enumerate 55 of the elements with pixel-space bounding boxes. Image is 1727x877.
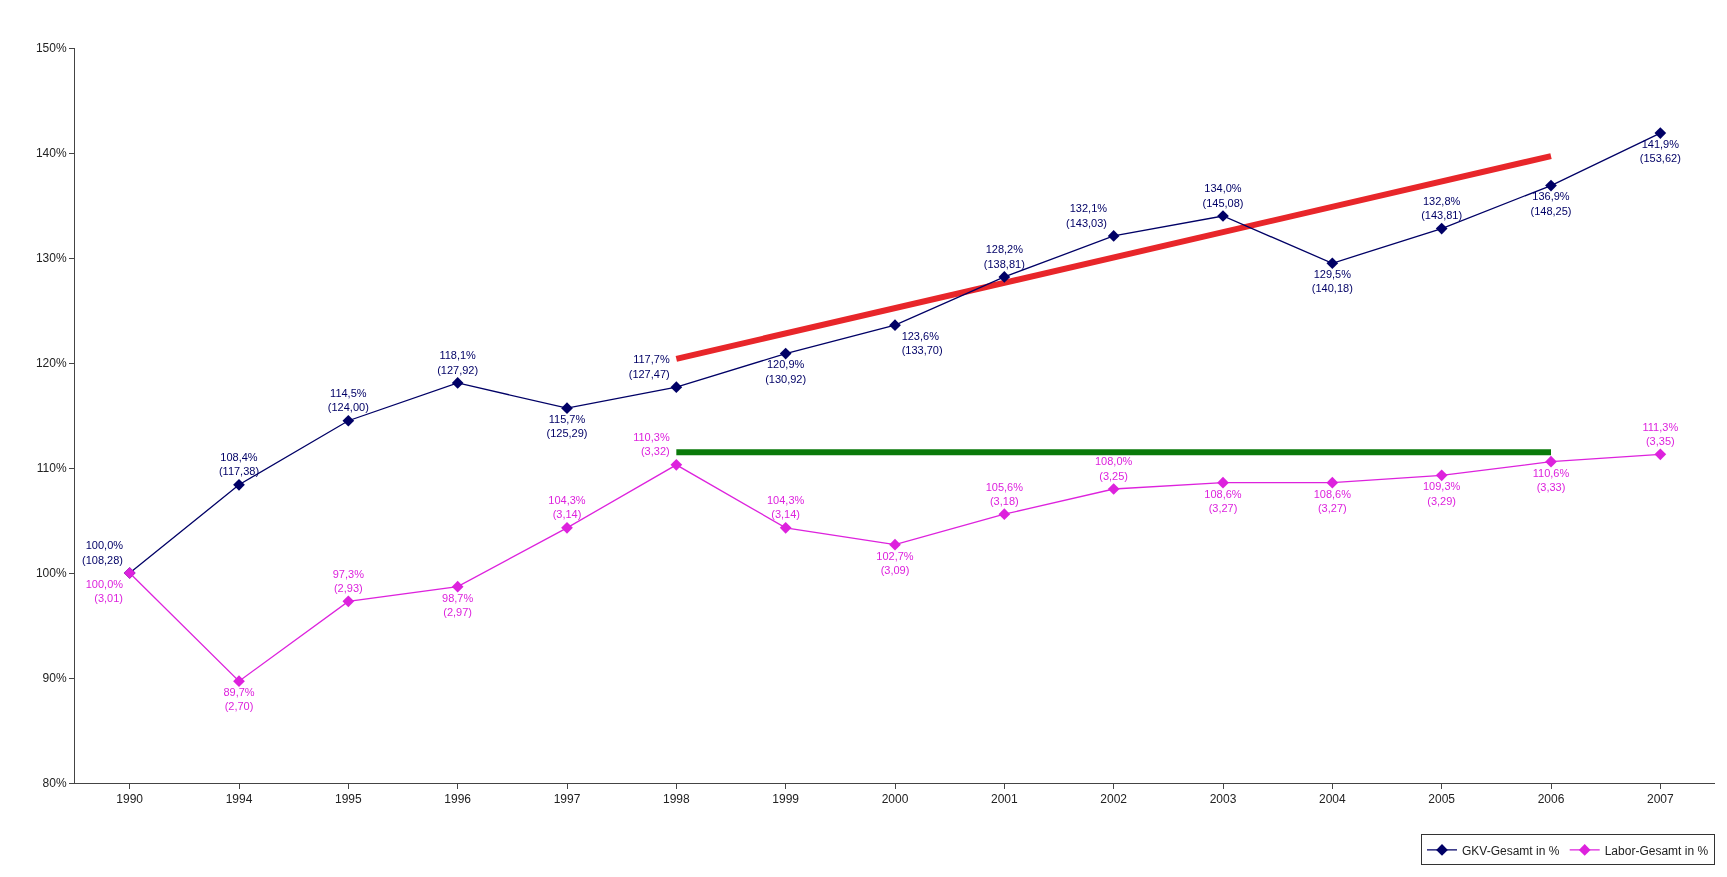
data-label: 117,7% (127,47) xyxy=(628,353,670,380)
x-tick-label: 2002 xyxy=(1100,792,1128,807)
y-tick-label: 100% xyxy=(35,566,67,581)
data-label: 89,7% (2,70) xyxy=(223,686,255,713)
x-tick-label: 1990 xyxy=(116,792,144,807)
x-tick-label: 2006 xyxy=(1537,792,1565,807)
data-label: 104,3% (3,14) xyxy=(767,494,805,521)
y-tick-label: 110% xyxy=(36,461,67,476)
data-label: 102,7% (3,09) xyxy=(876,549,914,576)
data-label: 111,3% (3,35) xyxy=(1642,420,1679,447)
data-label: 100,0% (3,01) xyxy=(85,577,124,605)
y-tick-label: 120% xyxy=(35,356,67,371)
x-tick-label: 1994 xyxy=(225,792,253,807)
x-tick-label: 1998 xyxy=(662,792,690,807)
data-label: 118,1% (127,92) xyxy=(437,349,479,376)
x-tick-label: 1999 xyxy=(772,792,800,807)
data-label: 108,6% (3,27) xyxy=(1313,487,1352,514)
data-label: 132,1% (143,03) xyxy=(1066,202,1108,229)
data-label: 141,9% (153,62) xyxy=(1639,137,1681,165)
x-tick-label: 1995 xyxy=(334,792,362,807)
data-label: 115,7% (125,29) xyxy=(546,413,588,440)
data-label: 128,2% (138,81) xyxy=(983,243,1025,270)
y-tick-label: 80% xyxy=(42,776,67,791)
data-label: 120,9% (130,92) xyxy=(765,358,807,385)
data-label: 108,4% (117,38) xyxy=(218,451,260,478)
data-label: 134,0% (145,08) xyxy=(1202,182,1244,209)
data-label: 109,3% (3,29) xyxy=(1423,480,1461,507)
data-label: 98,7% (2,97) xyxy=(442,591,474,618)
data-label: 110,6% (3,33) xyxy=(1532,466,1570,493)
x-tick-label: 1996 xyxy=(444,792,472,807)
data-label: 100,0% (108,28) xyxy=(82,539,124,566)
y-tick-label: 150% xyxy=(35,41,67,56)
x-tick-label: 2004 xyxy=(1318,792,1346,807)
data-label: 105,6% (3,18) xyxy=(985,480,1024,507)
y-tick-label: 130% xyxy=(35,251,67,266)
x-tick-label: 2001 xyxy=(990,792,1018,807)
legend-label: Labor-Gesamt in % xyxy=(1604,843,1709,858)
data-label: 132,8% (143,81) xyxy=(1421,194,1463,222)
data-label: 108,6% (3,27) xyxy=(1204,487,1242,514)
data-label: 97,3% (2,93) xyxy=(332,567,365,594)
data-label: 108,0% (3,25) xyxy=(1095,455,1133,482)
x-tick-label: 2005 xyxy=(1428,792,1456,807)
y-tick-label: 140% xyxy=(35,146,67,161)
data-label: 136,9% (148,25) xyxy=(1530,190,1572,217)
data-label: 114,5% (124,00) xyxy=(327,387,369,414)
data-label: 110,3% (3,32) xyxy=(633,431,670,458)
data-label: 104,3% (3,14) xyxy=(548,494,586,521)
x-tick-label: 2000 xyxy=(881,792,909,807)
data-label: 123,6% (133,70) xyxy=(901,330,943,357)
x-tick-label: 2003 xyxy=(1209,792,1237,807)
y-tick-label: 90% xyxy=(42,671,67,686)
data-label: 129,5% (140,18) xyxy=(1311,268,1353,295)
x-tick-label: 2007 xyxy=(1646,792,1674,807)
x-tick-label: 1997 xyxy=(553,792,581,807)
legend-label: GKV-Gesamt in % xyxy=(1462,843,1560,858)
